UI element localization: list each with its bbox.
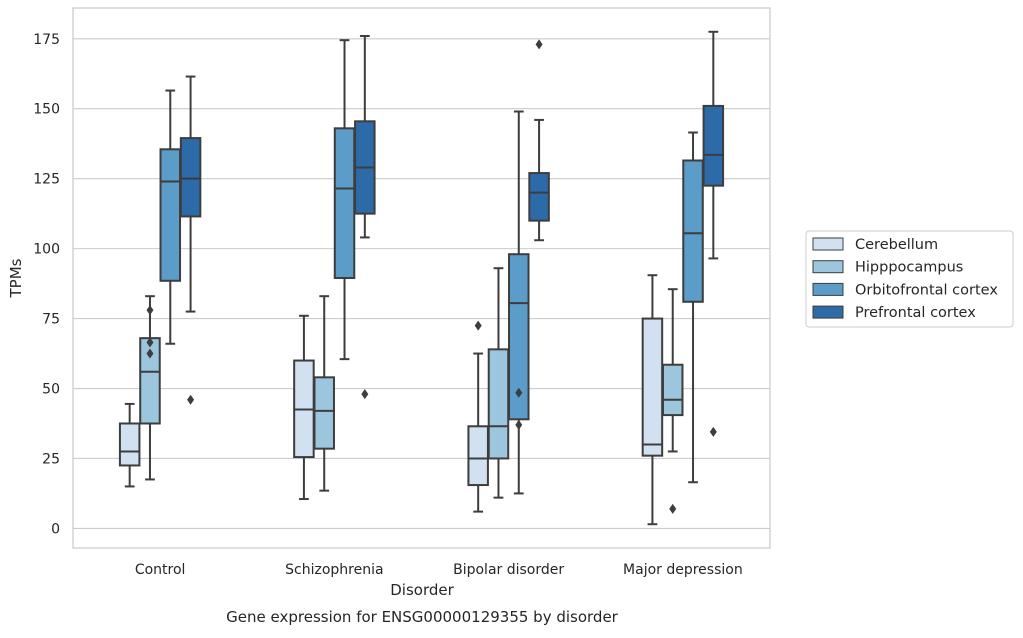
box-iqr (179, 137, 202, 218)
y-tick-label: 50 (42, 382, 60, 398)
box-plot (333, 39, 356, 361)
outlier-point (146, 305, 154, 316)
outlier-point (146, 348, 154, 359)
box-plot (702, 30, 725, 437)
legend-frame (805, 230, 1014, 328)
box-iqr (159, 148, 182, 282)
box-plot (661, 288, 684, 514)
outlier-point (361, 389, 369, 400)
x-tick-label: Major depression (623, 562, 743, 578)
x-tick-label: Bipolar disorder (453, 562, 564, 578)
outlier-point (535, 39, 543, 50)
outlier-point (515, 387, 523, 398)
legend: Cerebellum Hipppocampus Orbitofrontal cort… (805, 230, 1014, 328)
legend-swatch (812, 282, 844, 296)
legend-swatch (812, 237, 844, 251)
box-plot (487, 267, 510, 499)
x-tick-label: Control (135, 562, 186, 578)
box-iqr (467, 425, 489, 487)
box-iqr (641, 317, 664, 457)
box-plot (118, 402, 141, 488)
y-tick-labels: 0 25 50 75 100 125 150 175 (33, 32, 60, 538)
y-tick-label: 25 (42, 451, 60, 467)
box-plot (313, 295, 335, 492)
y-tick-label: 100 (33, 242, 60, 258)
plot-frame (72, 7, 771, 549)
legend-label: Prefrontal cortex (855, 305, 976, 321)
box-plot (139, 295, 161, 481)
box-iqr (682, 159, 704, 303)
box-iqr (702, 104, 725, 187)
box-plot (159, 89, 182, 345)
legend-label: Cerebellum (855, 237, 938, 253)
outlier-point (709, 426, 717, 437)
box-iqr (313, 376, 335, 450)
y-tick-label: 125 (33, 172, 60, 188)
box-iqr (508, 253, 530, 421)
plot-area (118, 30, 725, 526)
outlier-point (187, 394, 195, 405)
box-plot (179, 75, 202, 405)
legend-label: Orbitofrontal cortex (855, 282, 998, 298)
grid-lines (73, 38, 770, 529)
box-iqr (487, 348, 510, 460)
outlier-point (669, 503, 677, 514)
legend-swatch (812, 260, 844, 274)
y-axis-label: TPMs (7, 258, 25, 298)
legend-swatch (812, 305, 844, 319)
box-iqr (333, 127, 356, 279)
legend-label: Hipppocampus (855, 260, 963, 276)
outlier-point (515, 419, 523, 430)
box-iqr (661, 363, 684, 417)
box-plot (508, 110, 530, 495)
box-plot (467, 320, 489, 513)
y-tick-label: 0 (51, 521, 60, 537)
x-tick-label: Schizophrenia (285, 562, 383, 578)
outlier-point (146, 337, 154, 348)
x-axis-label: Disorder (390, 581, 454, 599)
box-plot (641, 274, 664, 526)
outlier-point (474, 320, 482, 331)
box-plot (354, 34, 376, 400)
box-plot (528, 39, 550, 242)
chart-caption: Gene expression for ENSG00000129355 by d… (226, 608, 619, 626)
box-iqr (118, 422, 141, 467)
y-tick-label: 75 (42, 312, 60, 328)
y-tick-label: 150 (33, 102, 60, 118)
box-plot (682, 131, 704, 484)
box-plot (293, 314, 315, 501)
y-tick-label: 175 (33, 32, 60, 48)
box-iqr (528, 172, 550, 222)
x-tick-labels: Control Schizophrenia Bipolar disorder Majo… (135, 562, 743, 578)
